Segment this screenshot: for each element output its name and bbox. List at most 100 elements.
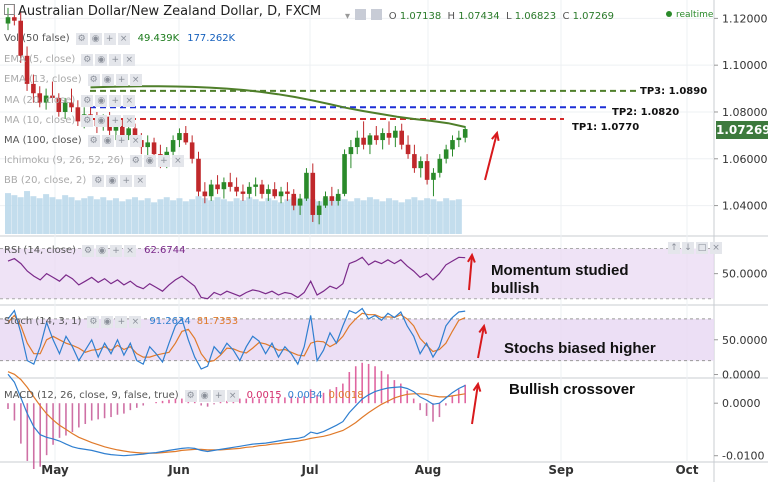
eye-icon[interactable]: ◉ xyxy=(95,54,108,66)
add-icon[interactable]: + xyxy=(103,33,116,45)
candle-body xyxy=(424,161,430,180)
volume-bar xyxy=(322,198,329,234)
volume-bar xyxy=(354,198,361,234)
candle-body xyxy=(50,95,55,98)
close-icon[interactable]: × xyxy=(171,155,184,167)
pane-up-icon[interactable]: ↑ xyxy=(668,242,680,254)
settings-icon[interactable]: ⚙ xyxy=(81,115,94,127)
eye-icon[interactable]: ◉ xyxy=(198,390,211,402)
close-icon[interactable]: × xyxy=(129,74,142,86)
annotation-arrowhead xyxy=(467,252,476,263)
eye-icon[interactable] xyxy=(371,9,383,20)
tp1-label: TP1: 1.0770 xyxy=(572,122,640,133)
settings-icon[interactable]: ⚙ xyxy=(184,390,197,402)
candle-body xyxy=(234,186,239,192)
indicator-macd[interactable]: MACD (12, 26, close, 9, false, true) ⚙ ◉ + ×… xyxy=(4,390,364,402)
settings-icon[interactable]: ⚙ xyxy=(81,54,94,66)
candle-body xyxy=(132,128,138,141)
y-tick-label: 1.06000 xyxy=(722,153,768,166)
add-icon[interactable]: + xyxy=(109,95,122,107)
eye-icon[interactable]: ◉ xyxy=(95,95,108,107)
add-icon[interactable]: + xyxy=(115,135,128,147)
settings-icon[interactable]: ⚙ xyxy=(81,95,94,107)
macd-value: 0.0034 xyxy=(287,390,323,401)
add-icon[interactable]: + xyxy=(212,390,225,402)
pane-maximize-icon[interactable]: □ xyxy=(696,242,708,254)
pane-close-icon[interactable]: × xyxy=(710,242,722,254)
high-value: 1.07434 xyxy=(458,11,500,22)
candle-body xyxy=(31,83,36,94)
add-icon[interactable]: + xyxy=(110,245,123,257)
add-icon[interactable]: + xyxy=(115,316,128,328)
candle-body xyxy=(462,129,468,138)
volume-bar xyxy=(17,197,24,234)
volume-bar xyxy=(62,195,69,234)
close-icon[interactable]: × xyxy=(123,115,136,127)
y-tick-label: 1.12000 xyxy=(722,12,768,25)
y-tick-label: 1.08000 xyxy=(722,106,768,119)
volume-bar xyxy=(11,195,18,234)
indicator-volume[interactable]: Vol (50 false) ⚙ ◉ + × 49.439K 177.262K xyxy=(4,33,236,45)
eye-icon[interactable]: ◉ xyxy=(96,245,109,257)
eye-icon[interactable]: ◉ xyxy=(106,175,119,187)
settings-icon[interactable]: ⚙ xyxy=(82,245,95,257)
settings-icon[interactable]: ⚙ xyxy=(87,135,100,147)
close-icon[interactable]: × xyxy=(123,54,136,66)
x-tick-label: Sep xyxy=(548,463,574,477)
ohlc-readout: ▾ O 1.07138 H 1.07434 L 1.06823 C 1.0726… xyxy=(345,9,614,22)
settings-icon[interactable]: ⚙ xyxy=(87,74,100,86)
close-icon[interactable]: × xyxy=(134,175,147,187)
add-icon[interactable]: + xyxy=(109,115,122,127)
candle-body xyxy=(431,172,436,180)
settings-icon[interactable]: ⚙ xyxy=(92,175,105,187)
close-icon[interactable]: × xyxy=(117,33,130,45)
candle-body xyxy=(126,128,131,136)
indicator-ema-5[interactable]: EMA (5, close) ⚙ ◉ + × xyxy=(4,54,136,66)
indicator-rsi[interactable]: RSI (14, close) ⚙ ◉ + × 62.6744 xyxy=(4,245,186,257)
dropdown-icon[interactable]: ▾ xyxy=(345,11,351,22)
volume-bar xyxy=(271,200,278,234)
volume-bar xyxy=(119,201,126,234)
candle-body xyxy=(393,130,398,138)
low-value: 1.06823 xyxy=(514,11,557,22)
volume-bar xyxy=(144,198,151,234)
indicator-stoch[interactable]: Stoch (14, 3, 1) ⚙ ◉ + × 91.2634 81.7353 xyxy=(4,316,239,328)
eye-icon[interactable]: ◉ xyxy=(95,115,108,127)
candle-body xyxy=(62,102,68,112)
close-icon[interactable]: × xyxy=(129,135,142,147)
indicator-ma-20[interactable]: MA (20, close) ⚙ ◉ + × xyxy=(4,95,136,107)
settings-icon[interactable]: ⚙ xyxy=(75,33,88,45)
close-icon[interactable]: × xyxy=(129,316,142,328)
eye-icon[interactable]: ◉ xyxy=(89,33,102,45)
indicator-ichimoku[interactable]: Ichimoku (9, 26, 52, 26) ⚙ ◉ + × xyxy=(4,155,184,167)
indicator-ema-13[interactable]: EMA (13, close) ⚙ ◉ + × xyxy=(4,74,142,86)
eye-icon[interactable]: ◉ xyxy=(101,135,114,147)
eye-icon[interactable]: ◉ xyxy=(101,316,114,328)
indicator-ma-100[interactable]: MA (100, close) ⚙ ◉ + × xyxy=(4,135,142,147)
indicator-ma-10[interactable]: MA (10, close) ⚙ ◉ + × xyxy=(4,115,136,127)
collapse-icon[interactable] xyxy=(4,4,15,15)
close-icon[interactable]: × xyxy=(123,95,136,107)
candle-body xyxy=(450,140,455,150)
indicator-bb[interactable]: BB (20, close, 2) ⚙ ◉ + × xyxy=(4,175,147,187)
close-icon[interactable]: × xyxy=(226,390,239,402)
candle-body xyxy=(443,149,449,159)
add-icon[interactable]: + xyxy=(115,74,128,86)
settings-icon[interactable]: ⚙ xyxy=(129,155,142,167)
candle-body xyxy=(215,184,220,190)
settings-icon[interactable] xyxy=(355,9,367,20)
add-icon[interactable]: + xyxy=(157,155,170,167)
candle-body xyxy=(342,154,347,194)
last-price-tag: 1.07269 xyxy=(716,121,768,139)
eye-icon[interactable]: ◉ xyxy=(143,155,156,167)
add-icon[interactable]: + xyxy=(109,54,122,66)
volume-bar xyxy=(284,199,291,234)
pane-down-icon[interactable]: ↓ xyxy=(682,242,694,254)
candle-body xyxy=(272,189,277,197)
annotation-arrowhead xyxy=(491,130,500,142)
add-icon[interactable]: + xyxy=(120,175,133,187)
candle-body xyxy=(253,184,258,187)
settings-icon[interactable]: ⚙ xyxy=(87,316,100,328)
eye-icon[interactable]: ◉ xyxy=(101,74,114,86)
close-icon[interactable]: × xyxy=(124,245,137,257)
